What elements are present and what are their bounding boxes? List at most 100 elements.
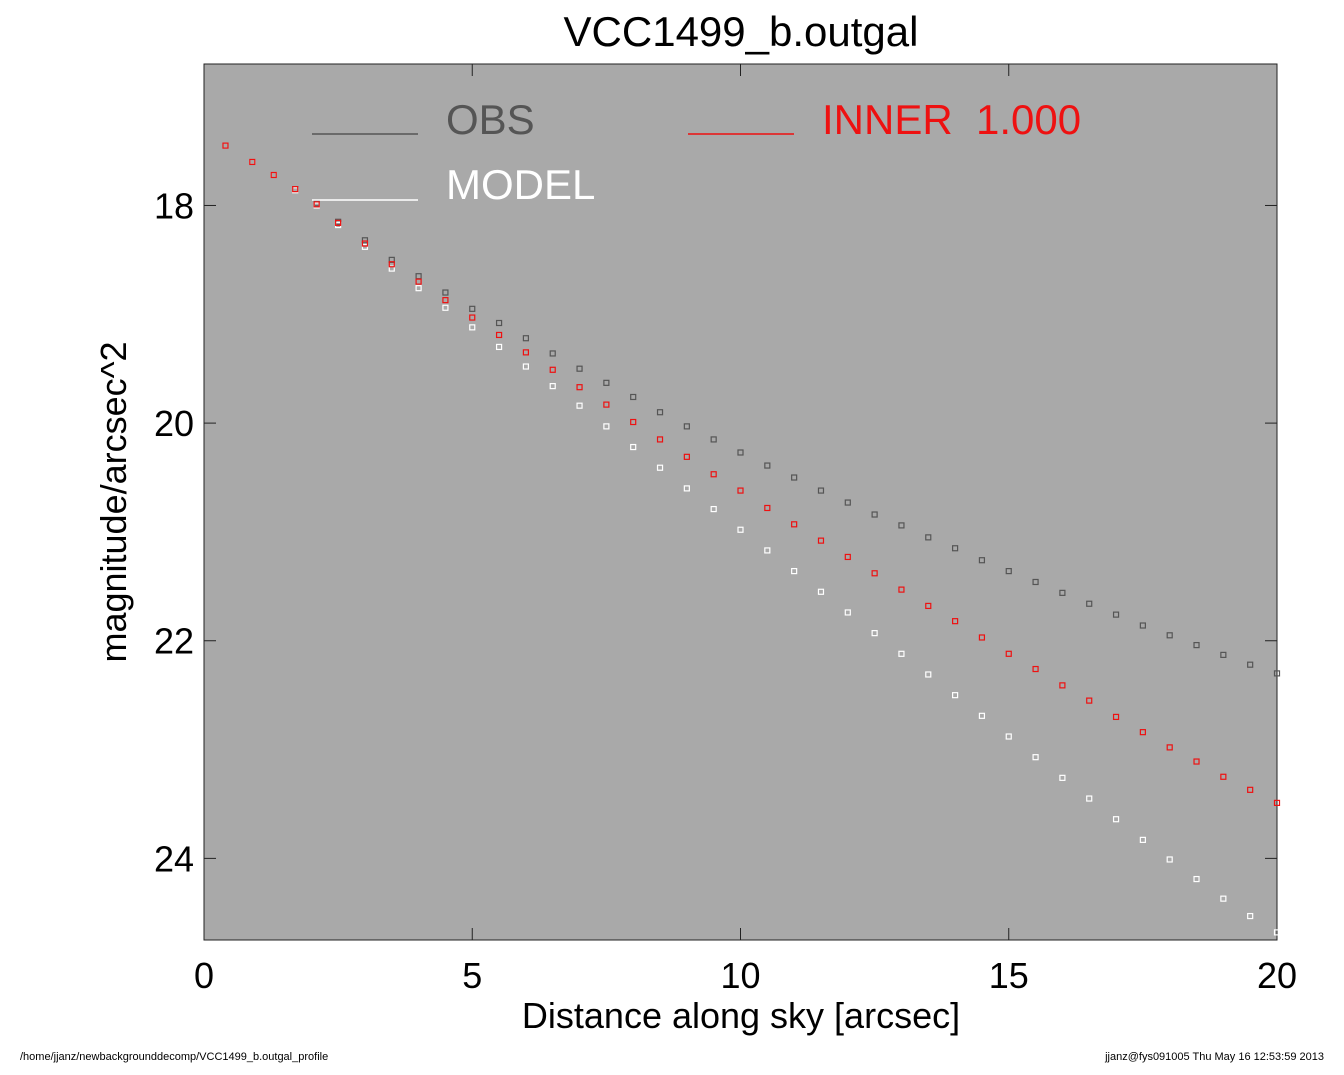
data-point [469,324,476,331]
data-point [1139,622,1146,629]
data-point [549,366,556,373]
data-point [791,474,798,481]
data-point [1139,729,1146,736]
footer-file-path: /home/jjanz/newbackgrounddecomp/VCC1499_… [20,1051,329,1063]
data-point [1273,929,1281,936]
legend-label-obs: OBS [446,96,535,143]
data-point [415,278,422,285]
data-point [764,462,771,469]
data-point [683,423,690,430]
data-point [1273,799,1281,806]
data-point [1032,754,1039,761]
data-point [361,240,369,247]
data-point [1112,816,1120,823]
data-point [495,343,503,351]
data-point [1247,661,1254,668]
data-point [656,436,664,443]
data-point [683,485,690,492]
data-point [522,335,530,342]
data-point [683,453,690,460]
data-point [978,557,986,564]
x-tick-label: 20 [1257,955,1297,996]
data-point [817,487,825,494]
data-point [313,201,320,208]
data-point [249,158,256,166]
x-tick-label: 0 [194,955,214,996]
data-point [791,521,798,528]
data-point [871,570,878,577]
data-point [898,522,905,529]
data-point [388,261,395,268]
data-point [1112,611,1120,618]
data-point [710,505,717,513]
data-point [335,219,342,226]
data-point [1273,670,1281,677]
data-point [415,285,422,292]
data-point [1193,758,1200,765]
data-point [522,349,530,356]
data-point [656,464,664,471]
data-point [1032,665,1039,673]
data-point [844,609,851,616]
x-tick-label: 10 [720,955,760,996]
legend-label-model: MODEL [446,161,595,208]
data-point [710,471,717,478]
data-point [361,237,369,244]
data-point [1112,713,1120,721]
data-point [495,331,503,339]
data-point [737,449,744,456]
data-point [388,256,395,263]
data-point [630,418,637,426]
data-point [222,142,229,149]
data-point [656,409,664,416]
data-point [1220,773,1227,780]
data-point [925,671,932,678]
data-point [871,630,878,637]
data-point [951,545,959,552]
data-point [1166,632,1173,639]
y-tick-label: 22 [154,621,194,662]
axis-ticks: 0 5 10 15 20 18 20 22 24 [154,64,1297,996]
data-point [1005,733,1012,740]
plot-area [203,63,1278,941]
data-point [1086,697,1093,704]
data-point [603,401,610,408]
data-point [764,504,771,512]
chart-title: VCC1499_b.outgal [564,8,919,55]
series-inner [222,142,1281,806]
data-point [442,297,449,304]
data-point [576,365,583,372]
data-point [1166,744,1173,751]
data-point [469,314,476,321]
data-point [630,443,637,451]
legend-label-inner: INNER 1.000 [822,96,1081,143]
data-point [1247,786,1254,793]
data-point [603,423,610,430]
data-point [1032,578,1039,586]
data-point [1247,912,1254,920]
data-point [737,487,744,494]
y-tick-label: 20 [154,403,194,444]
data-point [576,384,583,391]
data-point [898,650,905,657]
data-point [270,171,277,179]
data-point [292,186,299,193]
series-model [222,142,1281,936]
data-point [549,350,556,357]
data-point [495,319,503,327]
y-tick-label: 18 [154,185,194,226]
data-point [764,547,771,554]
data-point [630,393,637,401]
x-tick-label: 15 [989,955,1029,996]
data-point [576,402,583,409]
data-point [522,363,530,370]
footer-timestamp: jjanz@fys091005 Thu May 16 12:53:59 2013 [1105,1051,1324,1063]
data-point [871,511,878,518]
data-point [1005,650,1012,657]
data-point [817,588,825,595]
data-point [1193,875,1200,883]
y-tick-label: 24 [154,838,194,879]
data-point [1059,774,1066,781]
data-point [898,586,905,593]
